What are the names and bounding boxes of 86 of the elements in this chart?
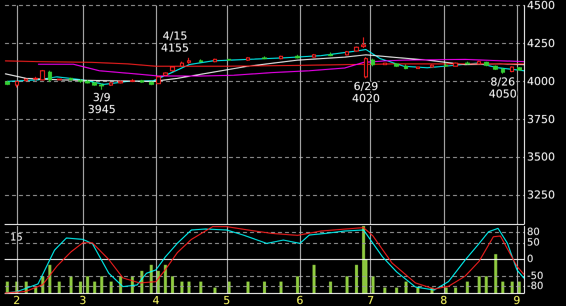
candlestick	[371, 58, 375, 67]
candlestick	[361, 36, 366, 48]
bar	[246, 282, 250, 293]
x-tick-label: 2	[13, 294, 20, 306]
bar	[150, 264, 153, 293]
bar	[478, 276, 481, 293]
bar	[164, 264, 167, 293]
bar	[296, 276, 300, 293]
bar	[199, 282, 202, 293]
x-tick-label: 5	[223, 294, 230, 306]
bar	[312, 264, 316, 293]
bar	[518, 282, 521, 293]
bar	[355, 264, 358, 293]
candlestick	[199, 58, 203, 63]
bar	[454, 288, 458, 293]
bar	[383, 288, 386, 293]
bar	[280, 282, 283, 293]
annotation: 8/26 4050	[488, 75, 517, 100]
y-tick-label: 3500	[527, 150, 555, 164]
candlestick	[85, 79, 90, 84]
y-tick-label: -50	[527, 270, 544, 282]
candlestick	[246, 56, 250, 62]
candlestick	[517, 66, 522, 72]
bar	[180, 282, 184, 293]
candlestick	[295, 54, 300, 60]
candlestick	[312, 54, 316, 58]
y-tick-label: 80	[527, 227, 540, 238]
bar	[213, 288, 216, 293]
y-tick-label: 4250	[527, 36, 555, 50]
candlestick	[484, 61, 489, 67]
y-tick-label: 4500	[527, 0, 555, 12]
bar	[100, 276, 104, 293]
candlestick	[92, 82, 97, 86]
x-tick-label: 4	[152, 294, 160, 306]
candlestick	[279, 55, 283, 60]
y-tick-label: 3750	[527, 112, 555, 126]
candlestick	[328, 52, 333, 57]
candlestick	[109, 82, 113, 86]
bar	[156, 270, 160, 293]
candlestick	[140, 79, 144, 84]
bar	[86, 276, 90, 293]
candlestick	[394, 62, 399, 68]
bar	[372, 276, 375, 293]
candlestick	[163, 72, 168, 77]
candlestick	[262, 56, 267, 60]
bar	[329, 282, 332, 293]
bar	[346, 276, 349, 293]
bar	[466, 282, 469, 293]
candlestick	[213, 58, 217, 63]
candlestick	[345, 50, 349, 56]
y-tick-label: 4000	[527, 74, 555, 88]
candlestick	[404, 64, 408, 70]
bar	[110, 282, 113, 293]
x-tick-label: 3	[79, 294, 86, 306]
candlestick	[156, 76, 161, 84]
candlestick	[118, 80, 123, 84]
candlestick	[416, 66, 420, 69]
bar	[416, 288, 420, 293]
bar	[510, 282, 514, 293]
x-tick-label: 6	[296, 294, 304, 306]
bar	[501, 282, 504, 293]
bar	[484, 276, 488, 293]
bar	[395, 288, 398, 293]
candlestick	[99, 83, 104, 90]
bar	[404, 282, 408, 293]
x-tick-label: 7	[367, 294, 374, 306]
bar	[93, 282, 96, 293]
candlestick	[149, 80, 154, 86]
x-tick-label: 8	[440, 294, 448, 306]
candlestick	[354, 46, 359, 52]
annotation: 4/15 4155	[161, 29, 190, 54]
candlestick	[493, 64, 498, 70]
y-tick-label: 3250	[527, 188, 555, 202]
candlestick	[444, 62, 448, 68]
candlestick	[465, 61, 470, 66]
candlestick	[501, 67, 505, 74]
bar	[263, 282, 266, 293]
bar	[170, 276, 174, 293]
candlestick	[130, 78, 135, 83]
bar	[188, 282, 191, 293]
bar	[494, 254, 498, 293]
y-tick-label: 0	[527, 254, 534, 265]
annotation: 3/9 3945	[88, 91, 116, 116]
x-tick-label: 9	[513, 294, 520, 306]
y-tick-label: -80	[527, 280, 544, 292]
y-tick-label: 50	[527, 237, 540, 248]
